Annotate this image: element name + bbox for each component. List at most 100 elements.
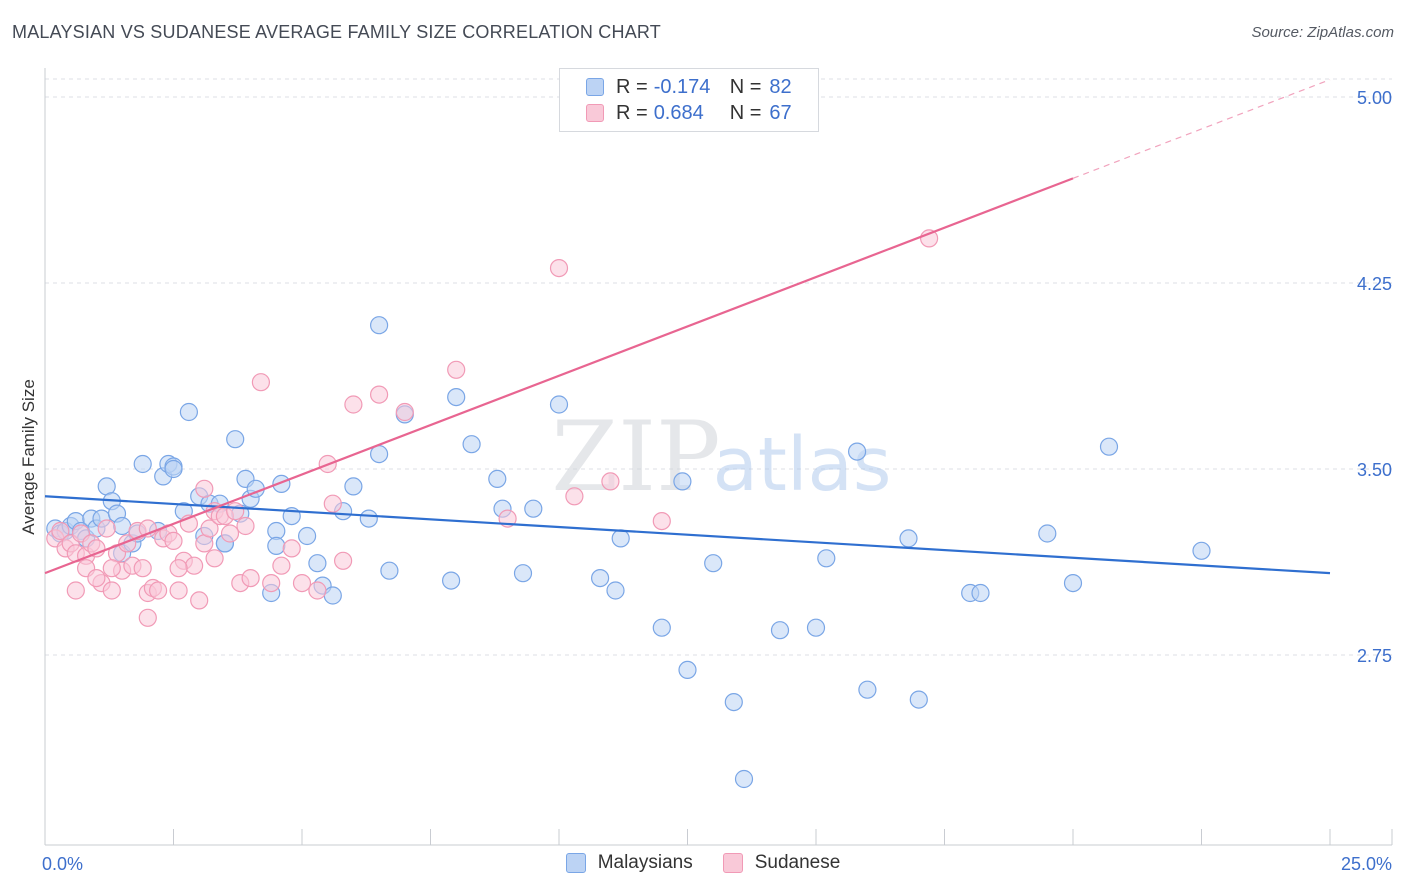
point-sudanese	[395, 402, 414, 422]
point-malaysians	[606, 581, 625, 600]
point-sudanese	[308, 581, 327, 600]
x-tick-label-min: 0.0%	[42, 854, 83, 874]
point-sudanese	[149, 581, 168, 600]
point-sudanese	[195, 479, 214, 498]
point-sudanese	[205, 549, 224, 568]
trend-line-sudanese-extension	[1072, 79, 1331, 179]
y-tick-label: 5.00	[1357, 88, 1392, 108]
swatch-sudanese	[586, 104, 604, 122]
stats-row-malaysians: R = -0.174 N = 82	[586, 74, 792, 100]
stats-row-sudanese: R = 0.684 N = 67	[586, 100, 792, 126]
point-sudanese	[344, 395, 363, 414]
swatch-sudanese	[722, 853, 743, 873]
point-malaysians	[806, 618, 826, 637]
legend-label-malaysians: Malaysians	[597, 852, 693, 873]
point-sudanese	[190, 591, 209, 610]
point-malaysians	[298, 526, 317, 546]
point-sudanese	[565, 487, 584, 506]
point-malaysians	[1192, 541, 1211, 560]
point-sudanese	[133, 559, 152, 578]
point-sudanese	[138, 608, 157, 627]
point-malaysians	[724, 692, 743, 712]
point-malaysians	[323, 586, 342, 605]
tick-labels: 2.75 3.50 4.25 5.00 0.0% 25.0%	[42, 88, 1392, 874]
point-sudanese	[652, 511, 671, 531]
point-malaysians	[112, 516, 132, 536]
point-malaysians	[652, 618, 671, 637]
point-malaysians	[447, 388, 466, 407]
point-sudanese	[323, 494, 342, 513]
point-sudanese	[220, 524, 240, 543]
point-malaysians	[1038, 524, 1057, 543]
point-malaysians	[858, 680, 877, 699]
point-malaysians	[673, 472, 692, 491]
point-malaysians	[179, 402, 198, 422]
series-sudanese	[46, 229, 939, 627]
point-sudanese	[97, 519, 116, 538]
trend-lines	[44, 79, 1331, 575]
watermark-atlas: atlas	[713, 422, 892, 508]
point-malaysians	[133, 454, 152, 474]
point-malaysians	[1099, 437, 1119, 456]
point-sudanese	[334, 551, 353, 570]
point-sudanese	[601, 472, 620, 491]
x-tick-label-max: 25.0%	[1341, 854, 1392, 874]
point-malaysians	[267, 536, 286, 556]
stats-legend: R = -0.174 N = 82 R = 0.684 N = 67	[559, 68, 819, 132]
point-sudanese	[447, 360, 466, 379]
point-malaysians	[734, 769, 754, 789]
point-malaysians	[164, 459, 183, 479]
point-sudanese	[169, 581, 188, 600]
point-sudanese	[226, 502, 245, 521]
point-malaysians	[971, 583, 990, 603]
point-malaysians	[380, 561, 399, 580]
point-sudanese	[185, 556, 204, 575]
point-sudanese	[241, 568, 260, 588]
point-malaysians	[909, 690, 928, 709]
point-sudanese	[262, 573, 281, 593]
point-malaysians	[549, 395, 569, 414]
swatch-malaysians	[565, 853, 586, 873]
legend-item-malaysians[interactable]: Malaysians	[565, 852, 693, 874]
r-label: R =	[616, 101, 648, 124]
y-tick-label: 3.50	[1357, 460, 1392, 480]
point-sudanese	[200, 519, 219, 538]
point-malaysians	[770, 621, 790, 640]
source-credit: Source: ZipAtlas.com	[1251, 24, 1394, 41]
point-malaysians	[590, 568, 610, 588]
point-sudanese	[87, 568, 106, 588]
y-tick-label: 4.25	[1357, 274, 1392, 294]
point-malaysians	[899, 529, 918, 548]
point-sudanese	[66, 581, 85, 600]
point-sudanese	[370, 385, 389, 404]
point-malaysians	[226, 430, 245, 449]
n-value-malaysians: 82	[769, 75, 792, 98]
series-legend: Malaysians Sudanese	[0, 852, 1406, 874]
legend-item-sudanese[interactable]: Sudanese	[722, 852, 841, 874]
trend-line-sudanese	[44, 177, 1074, 575]
point-malaysians	[513, 564, 533, 583]
trend-line-malaysians	[44, 495, 1331, 575]
point-malaysians	[359, 509, 378, 528]
watermark: ZIP atlas	[551, 401, 891, 513]
y-axis-label: Average Family Size	[19, 379, 38, 535]
point-sudanese	[549, 259, 569, 278]
point-malaysians	[344, 477, 363, 496]
n-value-sudanese: 67	[769, 101, 792, 124]
point-malaysians	[817, 549, 836, 568]
point-malaysians	[370, 316, 389, 335]
n-label: N =	[729, 101, 762, 124]
series-malaysians	[46, 316, 1211, 789]
point-malaysians	[462, 435, 481, 454]
point-sudanese	[164, 531, 183, 551]
point-malaysians	[1063, 573, 1083, 593]
data-points	[46, 229, 1211, 789]
point-sudanese	[251, 373, 270, 392]
point-sudanese	[102, 581, 121, 600]
point-malaysians	[524, 499, 543, 518]
point-sudanese	[169, 559, 188, 578]
point-malaysians	[611, 529, 630, 548]
legend-label-sudanese: Sudanese	[754, 852, 841, 873]
axes	[44, 68, 1393, 846]
point-sudanese	[282, 539, 301, 558]
